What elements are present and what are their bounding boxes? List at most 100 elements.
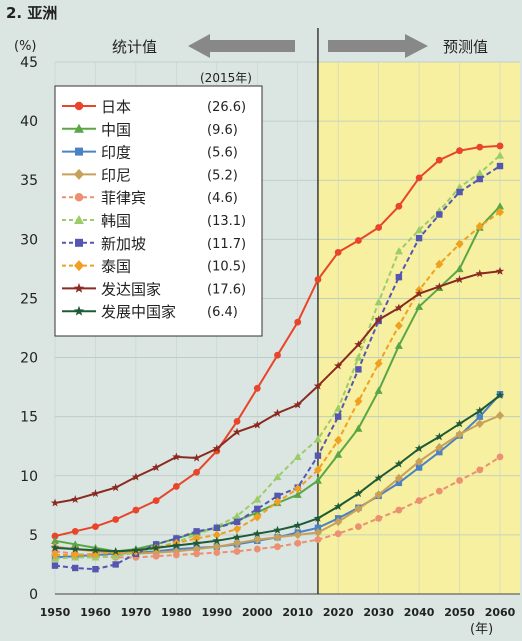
- data-point: [112, 561, 119, 568]
- data-point: [314, 536, 322, 544]
- data-point: [435, 487, 443, 495]
- x-tick-label: 2010: [282, 606, 313, 619]
- data-point: [71, 550, 80, 560]
- data-point: [71, 527, 79, 535]
- data-point: [374, 490, 383, 500]
- data-point: [51, 532, 59, 540]
- data-point: [436, 211, 443, 218]
- y-tick-label: 0: [29, 587, 38, 603]
- phase-left-label: 统计值: [112, 38, 157, 56]
- data-point: [415, 174, 423, 182]
- data-point: [395, 273, 403, 281]
- legend-items: 日本 (26.6) 中国 (9.6) 印度 (5.6) 印尼 (5.2) 菲律宾 (4.6) 韩国 (…: [62, 98, 246, 321]
- legend-item: 菲律宾 (4.6): [62, 189, 238, 207]
- legend-item-value: (5.6): [207, 146, 238, 161]
- data-point: [395, 479, 403, 487]
- legend-swatch-marker: [74, 215, 84, 224]
- data-point: [293, 490, 302, 498]
- data-point: [172, 452, 181, 461]
- data-point: [232, 532, 242, 541]
- data-point: [475, 169, 484, 177]
- legend-item: 发达国家 (17.6): [62, 280, 246, 298]
- data-point: [334, 530, 342, 538]
- y-axis-ticks: 0 5 10 15 20 25 30 35 40 45: [20, 55, 38, 603]
- data-point: [212, 444, 221, 453]
- data-point: [374, 386, 383, 394]
- legend-swatch-marker: [75, 238, 83, 247]
- x-tick-label: 1990: [202, 606, 233, 619]
- data-point: [354, 489, 363, 498]
- y-tick-label: 15: [20, 410, 38, 426]
- y-tick-label: 5: [29, 528, 38, 544]
- x-tick-label: 2060: [485, 606, 516, 619]
- data-point: [92, 523, 99, 531]
- data-point: [313, 381, 323, 390]
- data-point: [314, 276, 322, 283]
- legend-item-value: (9.6): [207, 123, 238, 138]
- data-point: [415, 464, 423, 471]
- x-tick-label: 2030: [363, 606, 394, 619]
- legend-box: [54, 85, 263, 337]
- y-tick-label: 30: [20, 232, 38, 248]
- legend-item-name: 印尼: [101, 166, 131, 184]
- data-point: [233, 417, 241, 425]
- data-point: [354, 396, 363, 406]
- legend-swatch-marker: [73, 305, 85, 316]
- legend-swatch-marker: [74, 101, 84, 111]
- data-point: [374, 473, 383, 482]
- x-tick-label: 1970: [121, 606, 152, 619]
- data-point: [71, 540, 80, 548]
- series-layer: [50, 142, 505, 573]
- data-point: [273, 525, 282, 534]
- data-point: [314, 452, 322, 459]
- data-point: [193, 528, 200, 535]
- data-point: [395, 202, 403, 210]
- data-point: [293, 530, 302, 540]
- legend-swatch-marker: [74, 123, 84, 133]
- data-point: [233, 511, 242, 520]
- legend-item: 印尼 (5.2): [62, 166, 238, 184]
- data-point: [354, 504, 363, 514]
- chart-title: 2. 亚洲: [6, 4, 57, 22]
- data-point: [334, 404, 343, 412]
- data-point: [132, 506, 140, 514]
- x-tick-label: 2020: [323, 606, 354, 619]
- data-point: [334, 413, 342, 420]
- data-point: [354, 340, 363, 349]
- data-point: [50, 543, 60, 552]
- data-point: [131, 545, 141, 554]
- data-point: [50, 498, 60, 507]
- data-point: [394, 459, 403, 468]
- data-point: [436, 448, 443, 456]
- data-point: [455, 264, 464, 273]
- data-point: [233, 538, 242, 548]
- data-point: [51, 562, 59, 569]
- legend-item-value: (5.2): [207, 168, 238, 183]
- legend-item-name: 韩国: [101, 212, 131, 230]
- data-point: [354, 424, 363, 432]
- data-point: [111, 547, 120, 555]
- data-point: [375, 224, 383, 231]
- legend-item-name: 日本: [101, 98, 131, 116]
- data-point: [475, 221, 484, 231]
- legend-item-value: (26.6): [207, 100, 246, 115]
- y-tick-label: 20: [20, 351, 38, 367]
- x-tick-label: 1950: [40, 606, 71, 619]
- data-point: [172, 551, 180, 559]
- data-point: [192, 453, 201, 462]
- legend: (2015年) 日本 (26.6) 中国 (9.6) 印度 (5.6) 印尼 (5.2) 菲律宾…: [54, 71, 263, 337]
- legend-item-name: 菲律宾: [101, 189, 146, 207]
- legend-item-value: (11.7): [207, 237, 246, 252]
- data-point: [496, 411, 504, 420]
- data-point: [91, 549, 100, 559]
- series-line: [54, 154, 501, 560]
- data-point: [495, 266, 505, 275]
- legend-item: 韩国 (13.1): [62, 212, 246, 230]
- data-point: [495, 391, 505, 399]
- data-point: [172, 541, 181, 550]
- data-point: [71, 544, 80, 553]
- x-tick-label: 2050: [444, 606, 475, 619]
- data-point: [233, 548, 241, 555]
- data-point: [394, 247, 403, 255]
- legend-item: 日本 (26.6): [62, 98, 246, 116]
